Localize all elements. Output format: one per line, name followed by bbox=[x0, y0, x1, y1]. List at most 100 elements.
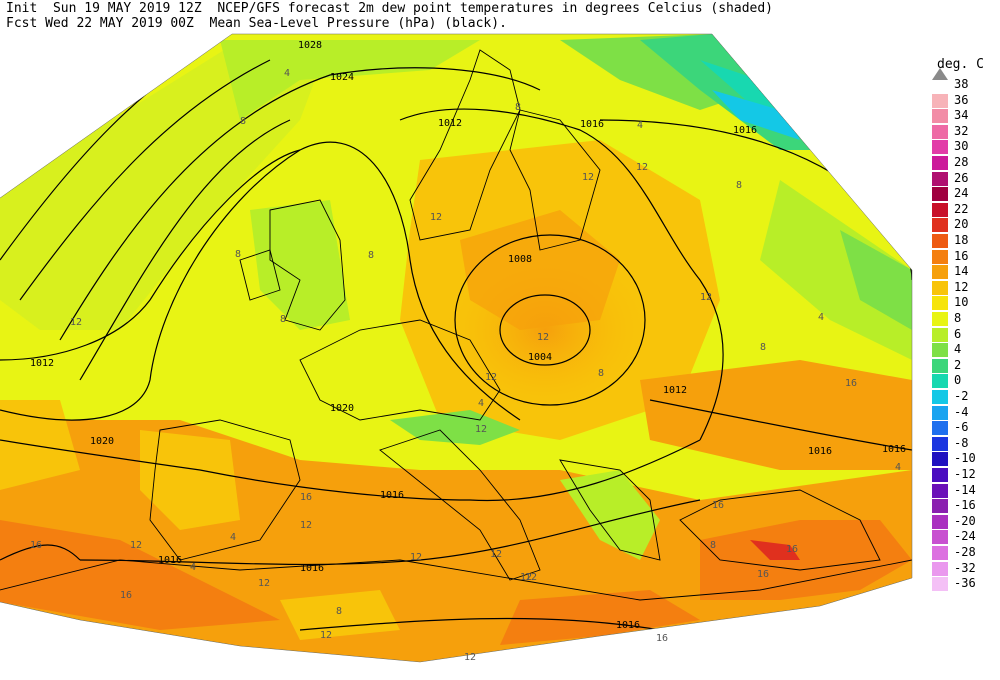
pressure-label: 1016 bbox=[158, 555, 182, 566]
colorbar-entry: 32 bbox=[932, 124, 1000, 139]
colorbar-entry: -4 bbox=[932, 405, 1000, 420]
colorbar-swatch bbox=[932, 249, 948, 264]
colorbar-label: 16 bbox=[954, 248, 969, 263]
colorbar-entry: -32 bbox=[932, 561, 1000, 576]
dewpoint-label: 8 bbox=[736, 180, 742, 191]
dewpoint-label: 16 bbox=[30, 540, 42, 551]
colorbar-label: -12 bbox=[954, 467, 976, 481]
map-border bbox=[0, 33, 913, 663]
colorbar-entry: -24 bbox=[932, 529, 1000, 545]
dewpoint-label: 8 bbox=[515, 102, 521, 113]
dewpoint-label: 8 bbox=[235, 249, 241, 260]
dewpoint-label: 16 bbox=[300, 492, 312, 503]
dewpoint-label: 12 bbox=[636, 162, 648, 173]
colorbar-entry: -2 bbox=[932, 389, 1000, 404]
colorbar-swatch bbox=[932, 374, 948, 389]
colorbar-label: -24 bbox=[954, 529, 976, 544]
colorbar-entry: 22 bbox=[932, 202, 1000, 217]
colorbar-entry: 14 bbox=[932, 264, 1000, 280]
colorbar-label: -16 bbox=[954, 498, 976, 513]
colorbar-label: 10 bbox=[954, 295, 969, 310]
dewpoint-label: 4 bbox=[895, 462, 901, 473]
colorbar-entry: 8 bbox=[932, 311, 1000, 326]
pressure-label: 1016 bbox=[733, 125, 757, 136]
colorbar-label: 28 bbox=[954, 155, 969, 169]
colorbar-entry: 16 bbox=[932, 249, 1000, 264]
dewpoint-label: 12 bbox=[430, 212, 442, 223]
colorbar-label: -10 bbox=[954, 451, 976, 466]
dewpoint-label: 4 bbox=[284, 68, 290, 79]
dewpoint-label: 12 bbox=[520, 572, 532, 583]
dewpoint-label: 12 bbox=[700, 292, 712, 303]
colorbar-label: 6 bbox=[954, 326, 962, 341]
dewpoint-label: 8 bbox=[760, 342, 766, 353]
colorbar-entry: 38 bbox=[932, 77, 1000, 92]
colorbar-label: 0 bbox=[954, 373, 962, 388]
colorbar-entry: 18 bbox=[932, 233, 1000, 248]
colorbar-label: -6 bbox=[954, 420, 969, 435]
colorbar-swatch bbox=[932, 156, 948, 170]
dewpoint-label: 8 bbox=[280, 314, 286, 325]
dewpoint-label: 4 bbox=[478, 398, 484, 409]
dewpoint-label: 12 bbox=[258, 578, 270, 589]
colorbar-label: -8 bbox=[954, 435, 969, 450]
colorbar-entry: 12 bbox=[932, 280, 1000, 295]
colorbar-swatch bbox=[932, 280, 948, 295]
colorbar-entry: -28 bbox=[932, 545, 1000, 560]
dewpoint-label: 12 bbox=[525, 572, 537, 583]
colorbar-entry: 24 bbox=[932, 186, 1000, 202]
colorbar-label: -4 bbox=[954, 404, 969, 419]
colorbar-label: 14 bbox=[954, 264, 969, 279]
colorbar-label: -32 bbox=[954, 560, 976, 575]
colorbar-label: 18 bbox=[954, 233, 969, 247]
colorbar-entry: -16 bbox=[932, 498, 1000, 514]
colorbar-swatch bbox=[932, 327, 948, 342]
colorbar-entry: 6 bbox=[932, 327, 1000, 342]
dewpoint-label: 16 bbox=[757, 569, 769, 580]
colorbar-unit: deg. C bbox=[937, 57, 984, 72]
pressure-label: 1028 bbox=[298, 40, 322, 51]
colorbar-label: -14 bbox=[954, 482, 976, 497]
pressure-labels: 1028 1024 1016 1016 1012 1012 1008 1004 … bbox=[30, 40, 906, 631]
colorbar-label: 4 bbox=[954, 342, 962, 357]
dewpoint-label: 12 bbox=[485, 372, 497, 383]
colorbar-label: 26 bbox=[954, 170, 969, 185]
dewpoint-label: 16 bbox=[120, 590, 132, 601]
colorbar-swatch bbox=[932, 483, 948, 498]
colorbar-label: -2 bbox=[954, 389, 969, 403]
colorbar-label: -36 bbox=[954, 576, 976, 591]
pressure-label: 1020 bbox=[330, 403, 354, 414]
pressure-label: 1012 bbox=[30, 358, 54, 369]
colorbar-swatch bbox=[932, 312, 948, 326]
pressure-label: 1012 bbox=[438, 118, 462, 129]
colorbar-entry: -8 bbox=[932, 436, 1000, 451]
colorbar-entry: 30 bbox=[932, 139, 1000, 155]
colorbar-swatch bbox=[932, 218, 948, 233]
dewpoint-label: 12 bbox=[464, 652, 476, 663]
colorbar-swatch bbox=[932, 499, 948, 514]
dewpoint-label: 4 bbox=[637, 120, 643, 131]
dewpoint-label: 4 bbox=[230, 532, 236, 543]
pressure-label: 1016 bbox=[616, 620, 640, 631]
dewpoint-label: 16 bbox=[786, 544, 798, 555]
colorbar-swatch bbox=[932, 358, 948, 373]
colorbar-entry: 0 bbox=[932, 373, 1000, 389]
colorbar-entry: -10 bbox=[932, 451, 1000, 467]
dewpoint-label: 12 bbox=[130, 540, 142, 551]
colorbar-entry: 4 bbox=[932, 342, 1000, 358]
colorbar-overflow-triangle bbox=[932, 68, 948, 80]
dewpoint-label: 8 bbox=[336, 606, 342, 617]
colorbar-entry: -6 bbox=[932, 420, 1000, 436]
pressure-label: 1016 bbox=[882, 444, 906, 455]
dewpoint-label: 12 bbox=[537, 332, 549, 343]
pressure-label: 1016 bbox=[808, 446, 832, 457]
pressure-label: 1016 bbox=[580, 119, 604, 130]
pressure-label: 1008 bbox=[508, 254, 532, 265]
colorbar-swatch bbox=[932, 93, 948, 108]
pressure-label: 1012 bbox=[663, 385, 687, 396]
colorbar-entry: 10 bbox=[932, 295, 1000, 311]
colorbar-swatch bbox=[932, 296, 948, 311]
colorbar-label: 32 bbox=[954, 123, 969, 138]
colorbar-swatch bbox=[932, 452, 948, 467]
header-line-2: Fcst Wed 22 MAY 2019 00Z Mean Sea-Level … bbox=[6, 16, 507, 31]
